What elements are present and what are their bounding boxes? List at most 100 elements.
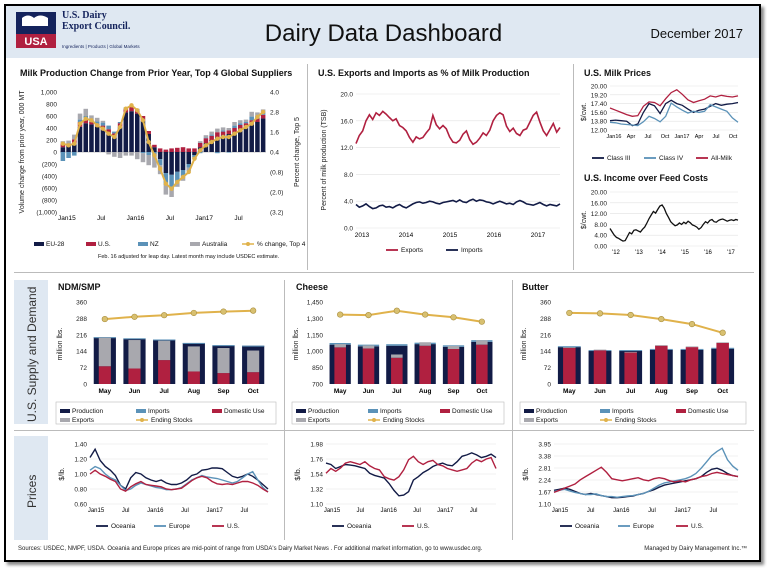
y-tick-label: 12.0	[340, 145, 353, 152]
legend-swatch	[676, 409, 686, 413]
x-tick-label: Jan16	[613, 508, 630, 514]
x-tick-label: Jan16	[147, 508, 164, 514]
x-tick-label: Aug	[188, 388, 201, 395]
legend-swatch	[60, 409, 70, 413]
series-line	[355, 110, 561, 146]
x-tick-label: Jul	[470, 508, 478, 514]
bar-segment	[192, 155, 197, 158]
legend-swatch	[86, 242, 96, 246]
bar-segment	[89, 124, 94, 152]
prices-section-label: Prices	[25, 474, 39, 508]
domestic-use-bar	[247, 372, 260, 384]
legend-label: Australia	[202, 241, 228, 248]
y-axis-label: Percent of milk production (TSB)	[321, 109, 328, 210]
pct-change-point	[192, 156, 197, 161]
bar-segment	[72, 152, 77, 156]
pct-change-point	[100, 126, 106, 131]
bar-segment	[123, 112, 129, 152]
series-line	[325, 452, 497, 497]
bar-segment	[157, 148, 163, 152]
bar-segment	[169, 174, 174, 190]
report-date: December 2017	[650, 26, 744, 41]
imports-bar	[557, 346, 581, 348]
pct-change-point	[260, 109, 266, 115]
bar-segment	[232, 128, 237, 133]
x-tick-label: 2014	[399, 232, 414, 239]
bar-segment	[77, 126, 83, 152]
y-tick-label: 1,150	[307, 332, 324, 339]
logo-line1: U.S. Dairy	[62, 10, 107, 21]
bar-segment	[180, 170, 186, 176]
x-tick-label: Jun	[594, 388, 606, 395]
bar-segment	[129, 107, 134, 112]
bar-segment	[77, 119, 83, 122]
bar-segment	[60, 152, 66, 161]
y2-tick-label: (2.0)	[270, 190, 283, 197]
pct-change-point	[180, 174, 186, 180]
bar-segment	[163, 152, 169, 173]
y-tick-label: 216	[76, 332, 87, 339]
bar-segment	[106, 125, 111, 130]
series-line	[609, 89, 739, 117]
bar-segment	[100, 122, 106, 126]
y-tick-label: 1.00	[74, 472, 87, 479]
imports-bar	[386, 344, 408, 346]
x-tick-label: Jul	[356, 508, 364, 514]
bar-segment	[237, 125, 243, 130]
bar-segment	[152, 156, 157, 168]
bar-segment	[66, 152, 71, 158]
pct-change-point	[77, 121, 83, 126]
bar-segment	[146, 131, 151, 134]
legend-label: U.S.	[691, 523, 704, 530]
x-tick-label: Jul	[413, 508, 421, 514]
row-divider-1	[14, 272, 754, 273]
page-title: Dairy Data Dashboard	[264, 20, 503, 47]
y-tick-label: 360	[540, 300, 551, 307]
pct-change-point	[117, 124, 123, 130]
milk-chart-title: Milk Production Change from Prior Year, …	[20, 68, 293, 78]
y-tick-label: 3.38	[538, 454, 551, 461]
bar-segment	[180, 147, 186, 152]
bar-segment	[163, 149, 169, 152]
butter-price-chart: 3.95 3.38 2.81 2.24 1.67 1.10 $/lb. Jan15 Jul Jan…	[523, 442, 739, 530]
legend-swatch	[34, 242, 44, 246]
supply-section-label: U.S. Supply and Demand	[25, 286, 39, 422]
bar-segment	[106, 152, 111, 155]
legend-label: % change, Top 4	[257, 241, 306, 248]
pct-change-point	[72, 141, 77, 146]
bar-segment	[226, 134, 232, 152]
bar-segment	[152, 147, 157, 152]
legend-swatch	[296, 409, 306, 413]
legend-label: Exports	[536, 417, 559, 424]
bar-segment	[186, 164, 192, 168]
ending-stocks-point	[250, 307, 257, 314]
exports-bar	[98, 337, 111, 367]
x-tick-label: 2016	[487, 232, 502, 239]
pct-change-point	[60, 141, 66, 146]
bar-segment	[72, 143, 77, 152]
ending-stocks-point	[450, 314, 457, 321]
bar-segment	[157, 159, 163, 166]
exports-bar	[391, 354, 403, 358]
y-tick-label: 1,450	[307, 300, 324, 307]
bar-segment	[197, 143, 203, 148]
imports-bar	[93, 337, 116, 339]
bar-segment	[249, 124, 254, 152]
bar-segment	[249, 111, 254, 117]
iofc-chart: 20.00 16.00 12.00 8.00 4.00 0.00 $/cwt. '12 '13 '…	[581, 190, 739, 256]
imports-bar	[212, 345, 235, 347]
ending-stocks-point	[566, 309, 573, 317]
imports-bar	[242, 345, 265, 347]
y-axis-label: Percent change, Top 5	[294, 117, 301, 187]
exports-bar	[128, 340, 141, 369]
y-tick-label: (200)	[42, 162, 57, 169]
ending-stocks-point	[596, 310, 604, 317]
pct-change-point	[215, 136, 220, 141]
domestic-use-bar	[655, 345, 668, 384]
x-tick-label: Apr	[627, 134, 636, 140]
legend-label: All-Milk	[711, 155, 733, 162]
domestic-use-bar	[217, 373, 230, 384]
bar-segment	[117, 152, 123, 158]
x-tick-label: Oct	[248, 388, 260, 395]
x-tick-label: Jan17	[206, 508, 223, 514]
